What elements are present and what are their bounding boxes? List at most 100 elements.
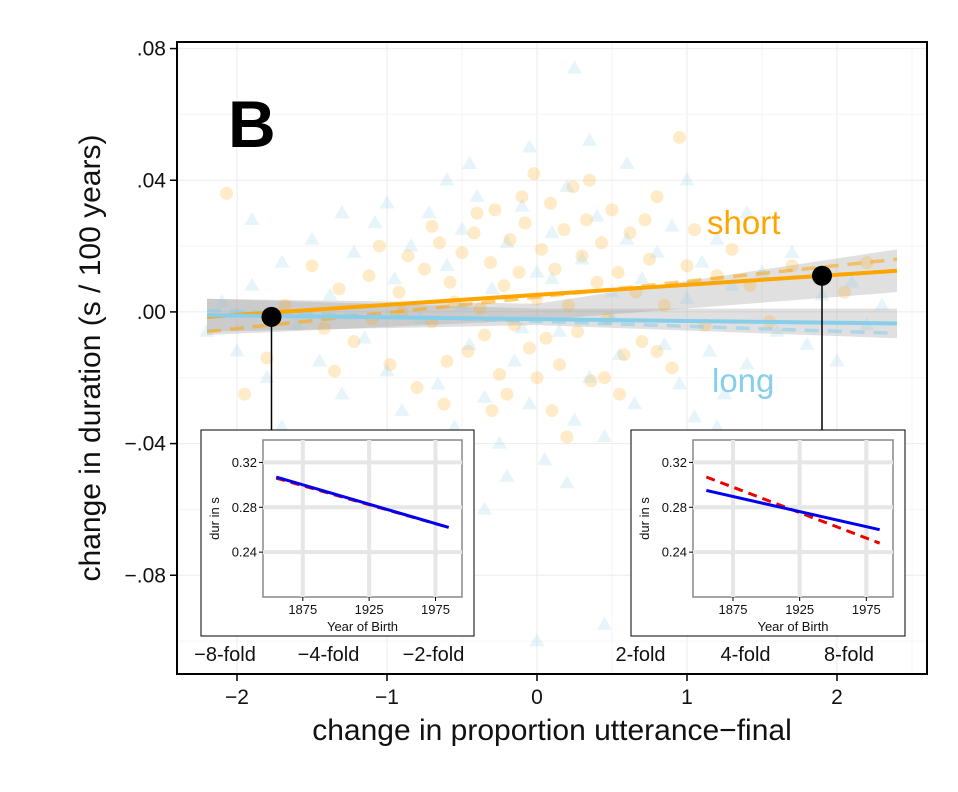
point-short [362, 269, 376, 283]
inset-y-tick-label: 0.24 [662, 545, 687, 560]
inset-x-tick-label: 1875 [288, 602, 317, 617]
x-tick-label: 1 [681, 686, 693, 709]
point-short [583, 173, 596, 187]
point-short [220, 186, 233, 200]
inset-y-tick-label: 0.28 [232, 500, 257, 515]
point-short [544, 196, 557, 210]
inset-x-tick-label: 1875 [719, 602, 748, 617]
series-label-short: short [707, 204, 780, 241]
point-short [484, 256, 497, 270]
point-short [485, 404, 499, 418]
point-long [454, 221, 470, 235]
point-long [439, 172, 455, 186]
point-short [560, 430, 574, 444]
y-tick-label: .08 [137, 38, 166, 61]
point-long [244, 277, 260, 291]
point-long [581, 369, 598, 383]
point-short [500, 387, 514, 401]
point-long [799, 336, 815, 351]
inset-x-axis-label: Year of Birth [757, 619, 828, 634]
point-short [688, 223, 701, 237]
point-long [596, 429, 613, 443]
point-short [410, 381, 424, 395]
fold-label: 8-fold [824, 644, 874, 666]
point-long [491, 435, 508, 449]
point-short [305, 259, 319, 273]
point-long [566, 412, 583, 426]
y-tick-label: −.04 [125, 433, 167, 456]
point-short [440, 354, 454, 368]
point-short [523, 341, 536, 355]
point-long [649, 244, 665, 258]
point-short [433, 236, 446, 250]
inset-plot: 1875 1925 1975 0.32 0.28 0.24 Year of Birth dur… [200, 429, 475, 637]
point-short [317, 321, 331, 335]
point-long [784, 244, 800, 258]
point-long [739, 356, 755, 370]
callout-connectors [261, 265, 832, 430]
fit-line-short [206, 268, 898, 319]
point-short [595, 236, 608, 250]
point-short [548, 262, 562, 276]
point-long [356, 330, 373, 344]
inset-plot: 1875 1925 1975 0.32 0.28 0.24 Year of Birth dur… [630, 429, 906, 637]
point-short [590, 275, 604, 289]
point-short [623, 226, 637, 240]
point-long [716, 386, 733, 400]
point-short [680, 259, 694, 273]
point-long [469, 188, 485, 202]
point-short [650, 344, 664, 358]
point-short [383, 358, 397, 372]
point-short [467, 226, 481, 240]
point-short [553, 358, 566, 372]
point-long [529, 264, 545, 278]
y-axis-label: change in duration (s / 100 years) [74, 135, 107, 582]
point-long [499, 468, 515, 482]
point-short [473, 302, 487, 316]
point-short [443, 275, 457, 289]
dashed-fit-long [206, 308, 898, 336]
point-long [656, 336, 673, 351]
point-long [367, 215, 383, 229]
axes: −2 −1 0 1 2 .08 .04 .00 −.04 −.08 [125, 38, 843, 709]
point-short [643, 252, 656, 266]
point-long [829, 353, 845, 367]
point-long [514, 198, 530, 212]
point-short [673, 130, 686, 144]
point-short [488, 203, 502, 217]
point-short [238, 387, 251, 401]
point-long [521, 396, 538, 410]
point-long [694, 254, 710, 268]
point-long [446, 419, 463, 433]
point-short [860, 256, 874, 270]
x-tick-label: −2 [225, 686, 249, 709]
point-long [709, 419, 725, 433]
y-tick-label: .04 [137, 169, 167, 192]
point-long [421, 205, 437, 219]
point-long [439, 257, 455, 272]
point-long [619, 155, 635, 169]
point-short [580, 213, 593, 227]
inset-panel [692, 439, 894, 598]
point-long [514, 320, 530, 334]
point-short [598, 371, 611, 385]
point-short [373, 239, 386, 253]
point-long [536, 452, 553, 466]
point-long [403, 238, 419, 252]
point-long [529, 633, 545, 647]
point-short [539, 331, 553, 345]
point-long [379, 363, 395, 377]
point-short [566, 180, 580, 194]
point-long [626, 396, 643, 410]
point-short [638, 213, 652, 227]
point-short [470, 206, 484, 220]
inset-y-tick-label: 0.32 [232, 455, 257, 470]
point-long [544, 224, 560, 239]
point-long [664, 218, 680, 232]
point-short [455, 246, 469, 260]
inset-x-tick-label: 1975 [852, 602, 881, 617]
point-short [665, 361, 679, 375]
point-long [334, 205, 350, 219]
point-short [503, 233, 517, 246]
point-long [844, 274, 860, 288]
